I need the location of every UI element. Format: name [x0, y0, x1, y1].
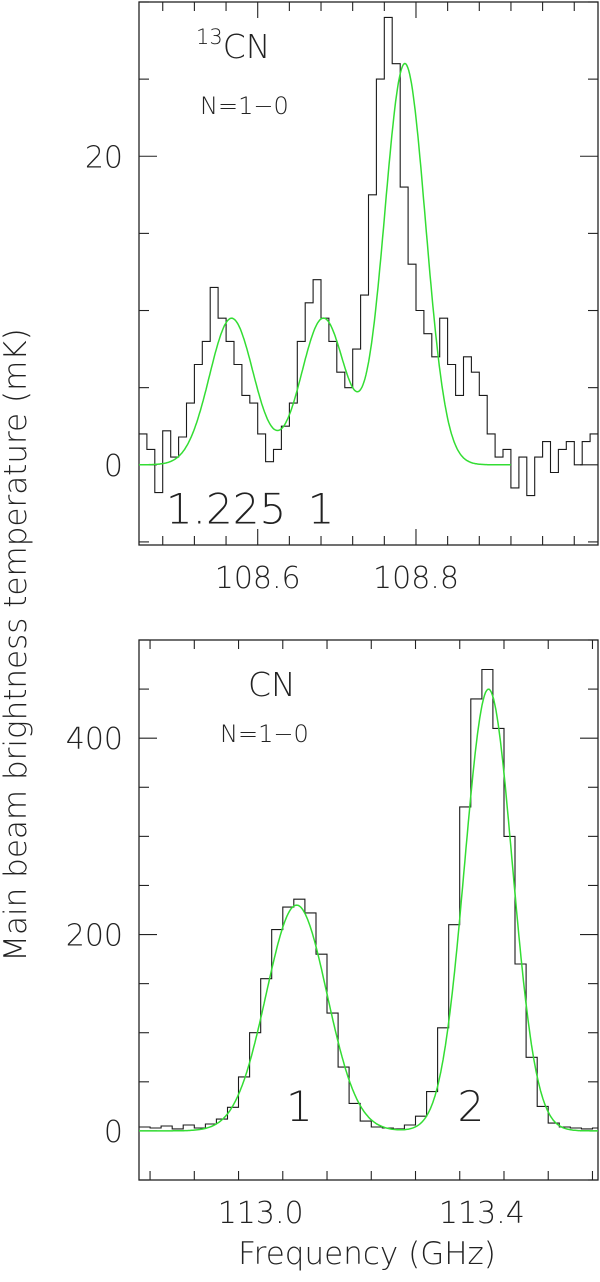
panel1-transition-label: N=1−0 [220, 720, 309, 748]
y-axis-label: Main beam brightness temperature (mK) [0, 328, 34, 961]
panel0-component-label: 1 [308, 484, 335, 533]
panel0-x-tick-label: 108.8 [373, 561, 459, 596]
panel1-component-label: 1 [286, 1082, 313, 1131]
panel1-component-label: 2 [457, 1082, 484, 1131]
panel1-y-tick-label: 400 [66, 722, 123, 757]
panel0-plot-frame [138, 1, 599, 546]
panel1-observed-spectrum [139, 668, 598, 1130]
panel0-gaussian-fit [139, 62, 511, 466]
panel0-component-label: 1.225 [166, 484, 286, 533]
panel0-isotope-superscript: 13 [196, 25, 223, 49]
panel-13cn: 108.6 108.8 0 20 13CN N=1−0 1.225 1 [85, 1, 599, 596]
panel1-y-tick-label: 0 [104, 1115, 123, 1150]
panel0-molecule-label: 13CN [196, 25, 270, 66]
panel1-gaussian-fit [139, 688, 598, 1132]
panel1-plot-frame [138, 639, 599, 1181]
panel0-y-tick-label: 20 [85, 140, 123, 175]
panel0-observed-spectrum [139, 16, 598, 497]
panel1-x-tick-label: 113.0 [218, 1196, 304, 1231]
panel-cn: 113.0 113.4 0 200 400 CN N=1−0 1 2 [66, 639, 599, 1231]
panel0-y-tick-label: 0 [104, 449, 123, 484]
panel1-molecule-label: CN [248, 665, 296, 704]
panel1-x-tick-label: 113.4 [439, 1196, 525, 1231]
panel1-y-tick-label: 200 [66, 919, 123, 954]
panel0-x-tick-label: 108.6 [215, 561, 301, 596]
x-axis-label: Frequency (GHz) [238, 1236, 496, 1272]
panel0-molecule-name: CN [223, 27, 271, 66]
panel0-transition-label: N=1−0 [200, 92, 289, 120]
